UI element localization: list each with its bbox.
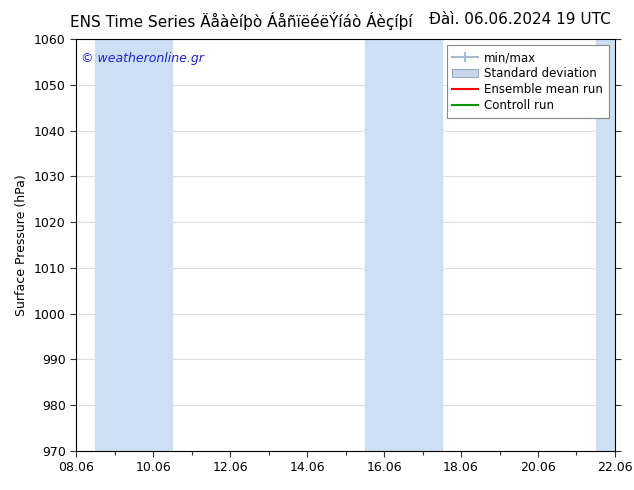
Text: ENS Time Series Äåàèíþò ÁåñïëéëÝíáò Áèçíþí: ENS Time Series Äåàèíþò ÁåñïëéëÝíáò Áèçí… [70, 12, 412, 30]
Bar [596, 39, 615, 451]
Y-axis label: Surface Pressure (hPa): Surface Pressure (hPa) [15, 174, 29, 316]
Bar [365, 39, 442, 451]
Legend: min/max, Standard deviation, Ensemble mean run, Controll run: min/max, Standard deviation, Ensemble me… [446, 45, 609, 118]
Text: © weatheronline.gr: © weatheronline.gr [81, 51, 204, 65]
Text: Ðàì. 06.06.2024 19 UTC: Ðàì. 06.06.2024 19 UTC [429, 12, 611, 27]
Bar [95, 39, 172, 451]
